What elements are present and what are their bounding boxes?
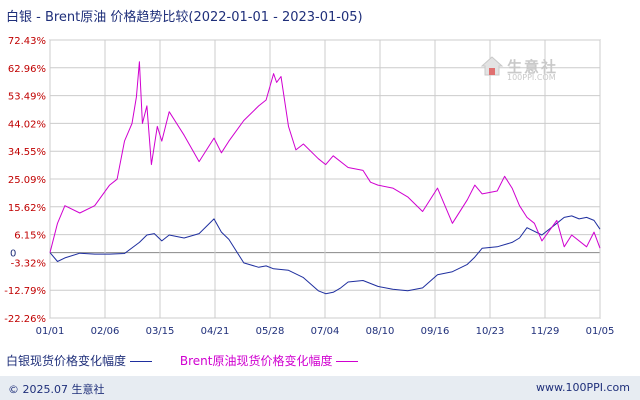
- x-tick-label: 07/04: [311, 326, 340, 337]
- y-tick-label: -3.32%: [11, 258, 46, 269]
- x-tick-label: 10/23: [476, 326, 505, 337]
- series-line-brent: [49, 61, 601, 253]
- footer-site-link[interactable]: www.100PPI.com: [536, 381, 630, 394]
- chart-title: 白银 - Brent原油 价格趋势比较(2022-01-01 - 2023-01…: [6, 10, 363, 25]
- y-tick-label: -12.79%: [4, 286, 46, 297]
- x-tick-label: 11/29: [531, 326, 560, 337]
- y-tick-label: 15.62%: [8, 203, 46, 214]
- y-tick-label: 34.55%: [8, 147, 46, 158]
- x-tick-label: 04/21: [201, 326, 230, 337]
- watermark-name: 生意社: [507, 58, 559, 76]
- legend-label-brent: Brent原油现货价格变化幅度: [179, 354, 333, 368]
- house-icon: [480, 56, 504, 76]
- x-tick-label: 03/15: [146, 326, 175, 337]
- line-chart: 72.43% 62.96% 53.49% 44.02% 34.55% 25.09% 15.6…: [4, 36, 615, 337]
- footer-copyright: © 2025.07 生意社: [8, 383, 105, 396]
- y-tick-label: 72.43%: [8, 36, 46, 47]
- x-tick-label: 01/01: [36, 326, 65, 337]
- y-tick-label: -22.26%: [4, 314, 46, 325]
- x-tick-label: 05/28: [256, 326, 285, 337]
- x-axis-ticks: 01/01 02/06 03/15 04/21 05/28 07/04 08/10 09/16…: [36, 326, 615, 337]
- x-tick-label: 09/16: [421, 326, 450, 337]
- watermark-logo: 生意社 100PPI.COM: [480, 54, 575, 84]
- legend-swatch-brent: [336, 361, 359, 362]
- y-tick-label: 25.09%: [8, 175, 46, 186]
- y-tick-label: 6.15%: [14, 231, 46, 242]
- grid: [49, 39, 601, 319]
- y-tick-label: 44.02%: [8, 119, 46, 130]
- watermark-url: 100PPI.COM: [507, 73, 556, 82]
- legend-label-silver: 白银现货价格变化幅度: [6, 354, 127, 368]
- x-tick-label: 01/05: [586, 326, 615, 337]
- y-axis-ticks: 72.43% 62.96% 53.49% 44.02% 34.55% 25.09% 15.6…: [4, 36, 46, 325]
- series-line-silver: [49, 215, 601, 295]
- x-tick-label: 08/10: [366, 326, 395, 337]
- zero-label: 0: [10, 249, 16, 260]
- y-tick-label: 53.49%: [8, 92, 46, 103]
- legend-swatch-silver: [130, 361, 153, 362]
- legend-item-silver: 白银现货价格变化幅度: [6, 354, 153, 368]
- y-tick-label: 62.96%: [8, 64, 46, 75]
- series-lines: [49, 61, 601, 295]
- legend: 白银现货价格变化幅度 Brent原油现货价格变化幅度: [6, 352, 359, 369]
- footer-bar: © 2025.07 生意社 www.100PPI.com: [0, 376, 640, 400]
- x-tick-label: 02/06: [91, 326, 120, 337]
- legend-item-brent: Brent原油现货价格变化幅度: [180, 354, 359, 368]
